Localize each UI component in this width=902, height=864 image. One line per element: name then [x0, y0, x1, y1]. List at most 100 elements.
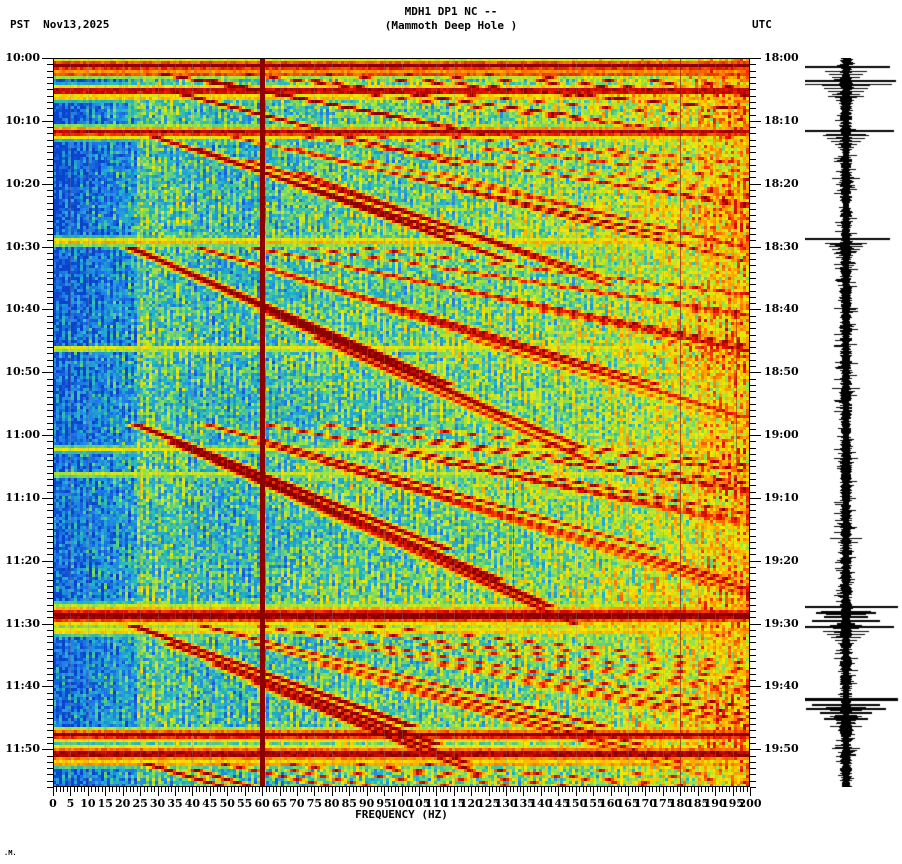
bottom-axis-major-tick	[123, 787, 124, 796]
bottom-axis-major-tick	[245, 787, 246, 796]
bottom-axis-minor-tick	[572, 787, 573, 792]
right-axis-minor-tick	[750, 542, 756, 543]
right-axis-minor-tick	[750, 127, 756, 128]
spectrogram-plot[interactable]	[53, 58, 750, 787]
right-axis-minor-tick	[750, 108, 756, 109]
bottom-axis-minor-tick	[443, 787, 444, 792]
right-axis-minor-tick	[750, 730, 756, 731]
bottom-axis-minor-tick	[231, 787, 232, 792]
bottom-axis-minor-tick	[736, 787, 737, 792]
right-axis-minor-tick	[750, 228, 756, 229]
bottom-axis-major-tick	[506, 787, 507, 796]
right-axis-minor-tick	[750, 322, 756, 323]
bottom-axis-minor-tick	[165, 787, 166, 792]
right-axis-minor-tick	[750, 460, 756, 461]
right-axis-minor-tick	[750, 567, 756, 568]
right-axis-minor-tick	[750, 316, 756, 317]
right-axis-major-tick	[750, 372, 761, 373]
bottom-axis-minor-tick	[283, 787, 284, 792]
bottom-axis-major-tick	[489, 787, 490, 796]
right-axis-minor-tick	[750, 580, 756, 581]
bottom-axis-minor-tick	[91, 787, 92, 792]
bottom-axis-minor-tick	[433, 787, 434, 792]
bottom-axis-major-tick	[192, 787, 193, 796]
bottom-axis-minor-tick	[503, 787, 504, 792]
bottom-axis-minor-tick	[408, 787, 409, 792]
right-axis-minor-tick	[750, 504, 756, 505]
bottom-axis-minor-tick	[119, 787, 120, 792]
bottom-axis-major-tick	[297, 787, 298, 796]
bottom-axis-minor-tick	[499, 787, 500, 792]
bottom-axis-minor-tick	[604, 787, 605, 792]
right-axis-minor-tick	[750, 240, 756, 241]
right-axis-minor-tick	[750, 278, 756, 279]
bottom-axis-minor-tick	[293, 787, 294, 792]
bottom-axis-major-tick	[53, 787, 54, 796]
bottom-axis-minor-tick	[652, 787, 653, 792]
bottom-axis-major-tick	[733, 787, 734, 796]
bottom-axis-minor-tick	[597, 787, 598, 792]
bottom-axis-minor-tick	[440, 787, 441, 792]
bottom-axis-major-tick	[558, 787, 559, 796]
bottom-axis-major-tick	[88, 787, 89, 796]
bottom-axis-minor-tick	[496, 787, 497, 792]
left-axis-time-label: 11:40	[5, 679, 40, 693]
bottom-axis-minor-tick	[311, 787, 312, 792]
left-axis-major-tick	[42, 58, 53, 59]
bottom-axis-minor-tick	[415, 787, 416, 792]
bottom-axis-minor-tick	[743, 787, 744, 792]
bottom-axis-minor-tick	[565, 787, 566, 792]
right-axis-minor-tick	[750, 360, 756, 361]
bottom-axis-minor-tick	[482, 787, 483, 792]
right-axis-minor-tick	[750, 221, 756, 222]
bottom-axis-minor-tick	[492, 787, 493, 792]
bottom-axis-minor-tick	[269, 787, 270, 792]
bottom-axis-major-tick	[349, 787, 350, 796]
bottom-axis-minor-tick	[286, 787, 287, 792]
right-axis-minor-tick	[750, 598, 756, 599]
right-axis-minor-tick	[750, 341, 756, 342]
bottom-axis-minor-tick	[217, 787, 218, 792]
bottom-axis-minor-tick	[102, 787, 103, 792]
bottom-axis-minor-tick	[659, 787, 660, 792]
right-axis-minor-tick	[750, 253, 756, 254]
bottom-axis-minor-tick	[321, 787, 322, 792]
right-axis-minor-tick	[750, 171, 756, 172]
right-axis-time-label: 19:40	[764, 679, 799, 693]
right-axis-minor-tick	[750, 303, 756, 304]
bottom-axis-minor-tick	[325, 787, 326, 792]
bottom-axis-major-tick	[576, 787, 577, 796]
right-axis-minor-tick	[750, 586, 756, 587]
bottom-axis-major-tick	[314, 787, 315, 796]
right-axis-minor-tick	[750, 77, 756, 78]
right-axis-minor-tick	[750, 705, 756, 706]
bottom-axis-minor-tick	[335, 787, 336, 792]
bottom-axis-minor-tick	[666, 787, 667, 792]
right-axis-minor-tick	[750, 353, 756, 354]
bottom-axis-minor-tick	[450, 787, 451, 792]
bottom-axis-minor-tick	[708, 787, 709, 792]
bottom-axis-major-tick	[436, 787, 437, 796]
right-axis-minor-tick	[750, 523, 756, 524]
seismogram-trace-panel[interactable]	[805, 58, 902, 787]
bottom-axis-minor-tick	[381, 787, 382, 792]
bottom-axis-minor-tick	[213, 787, 214, 792]
bottom-axis-minor-tick	[185, 787, 186, 792]
bottom-axis-minor-tick	[391, 787, 392, 792]
bottom-axis-minor-tick	[517, 787, 518, 792]
bottom-axis-minor-tick	[74, 787, 75, 792]
bottom-axis-minor-tick	[551, 787, 552, 792]
bottom-axis-minor-tick	[342, 787, 343, 792]
bottom-axis-minor-tick	[673, 787, 674, 792]
right-axis-minor-tick	[750, 642, 756, 643]
left-axis-time-label: 10:20	[5, 176, 40, 190]
bottom-axis-minor-tick	[705, 787, 706, 792]
bottom-axis-minor-tick	[189, 787, 190, 792]
right-axis-minor-tick	[750, 416, 756, 417]
bottom-axis-minor-tick	[701, 787, 702, 792]
bottom-axis-major-tick	[645, 787, 646, 796]
bottom-axis-major-tick	[332, 787, 333, 796]
bottom-axis-minor-tick	[168, 787, 169, 792]
right-axis-time-label: 18:10	[764, 113, 799, 127]
right-axis-minor-tick	[750, 649, 756, 650]
